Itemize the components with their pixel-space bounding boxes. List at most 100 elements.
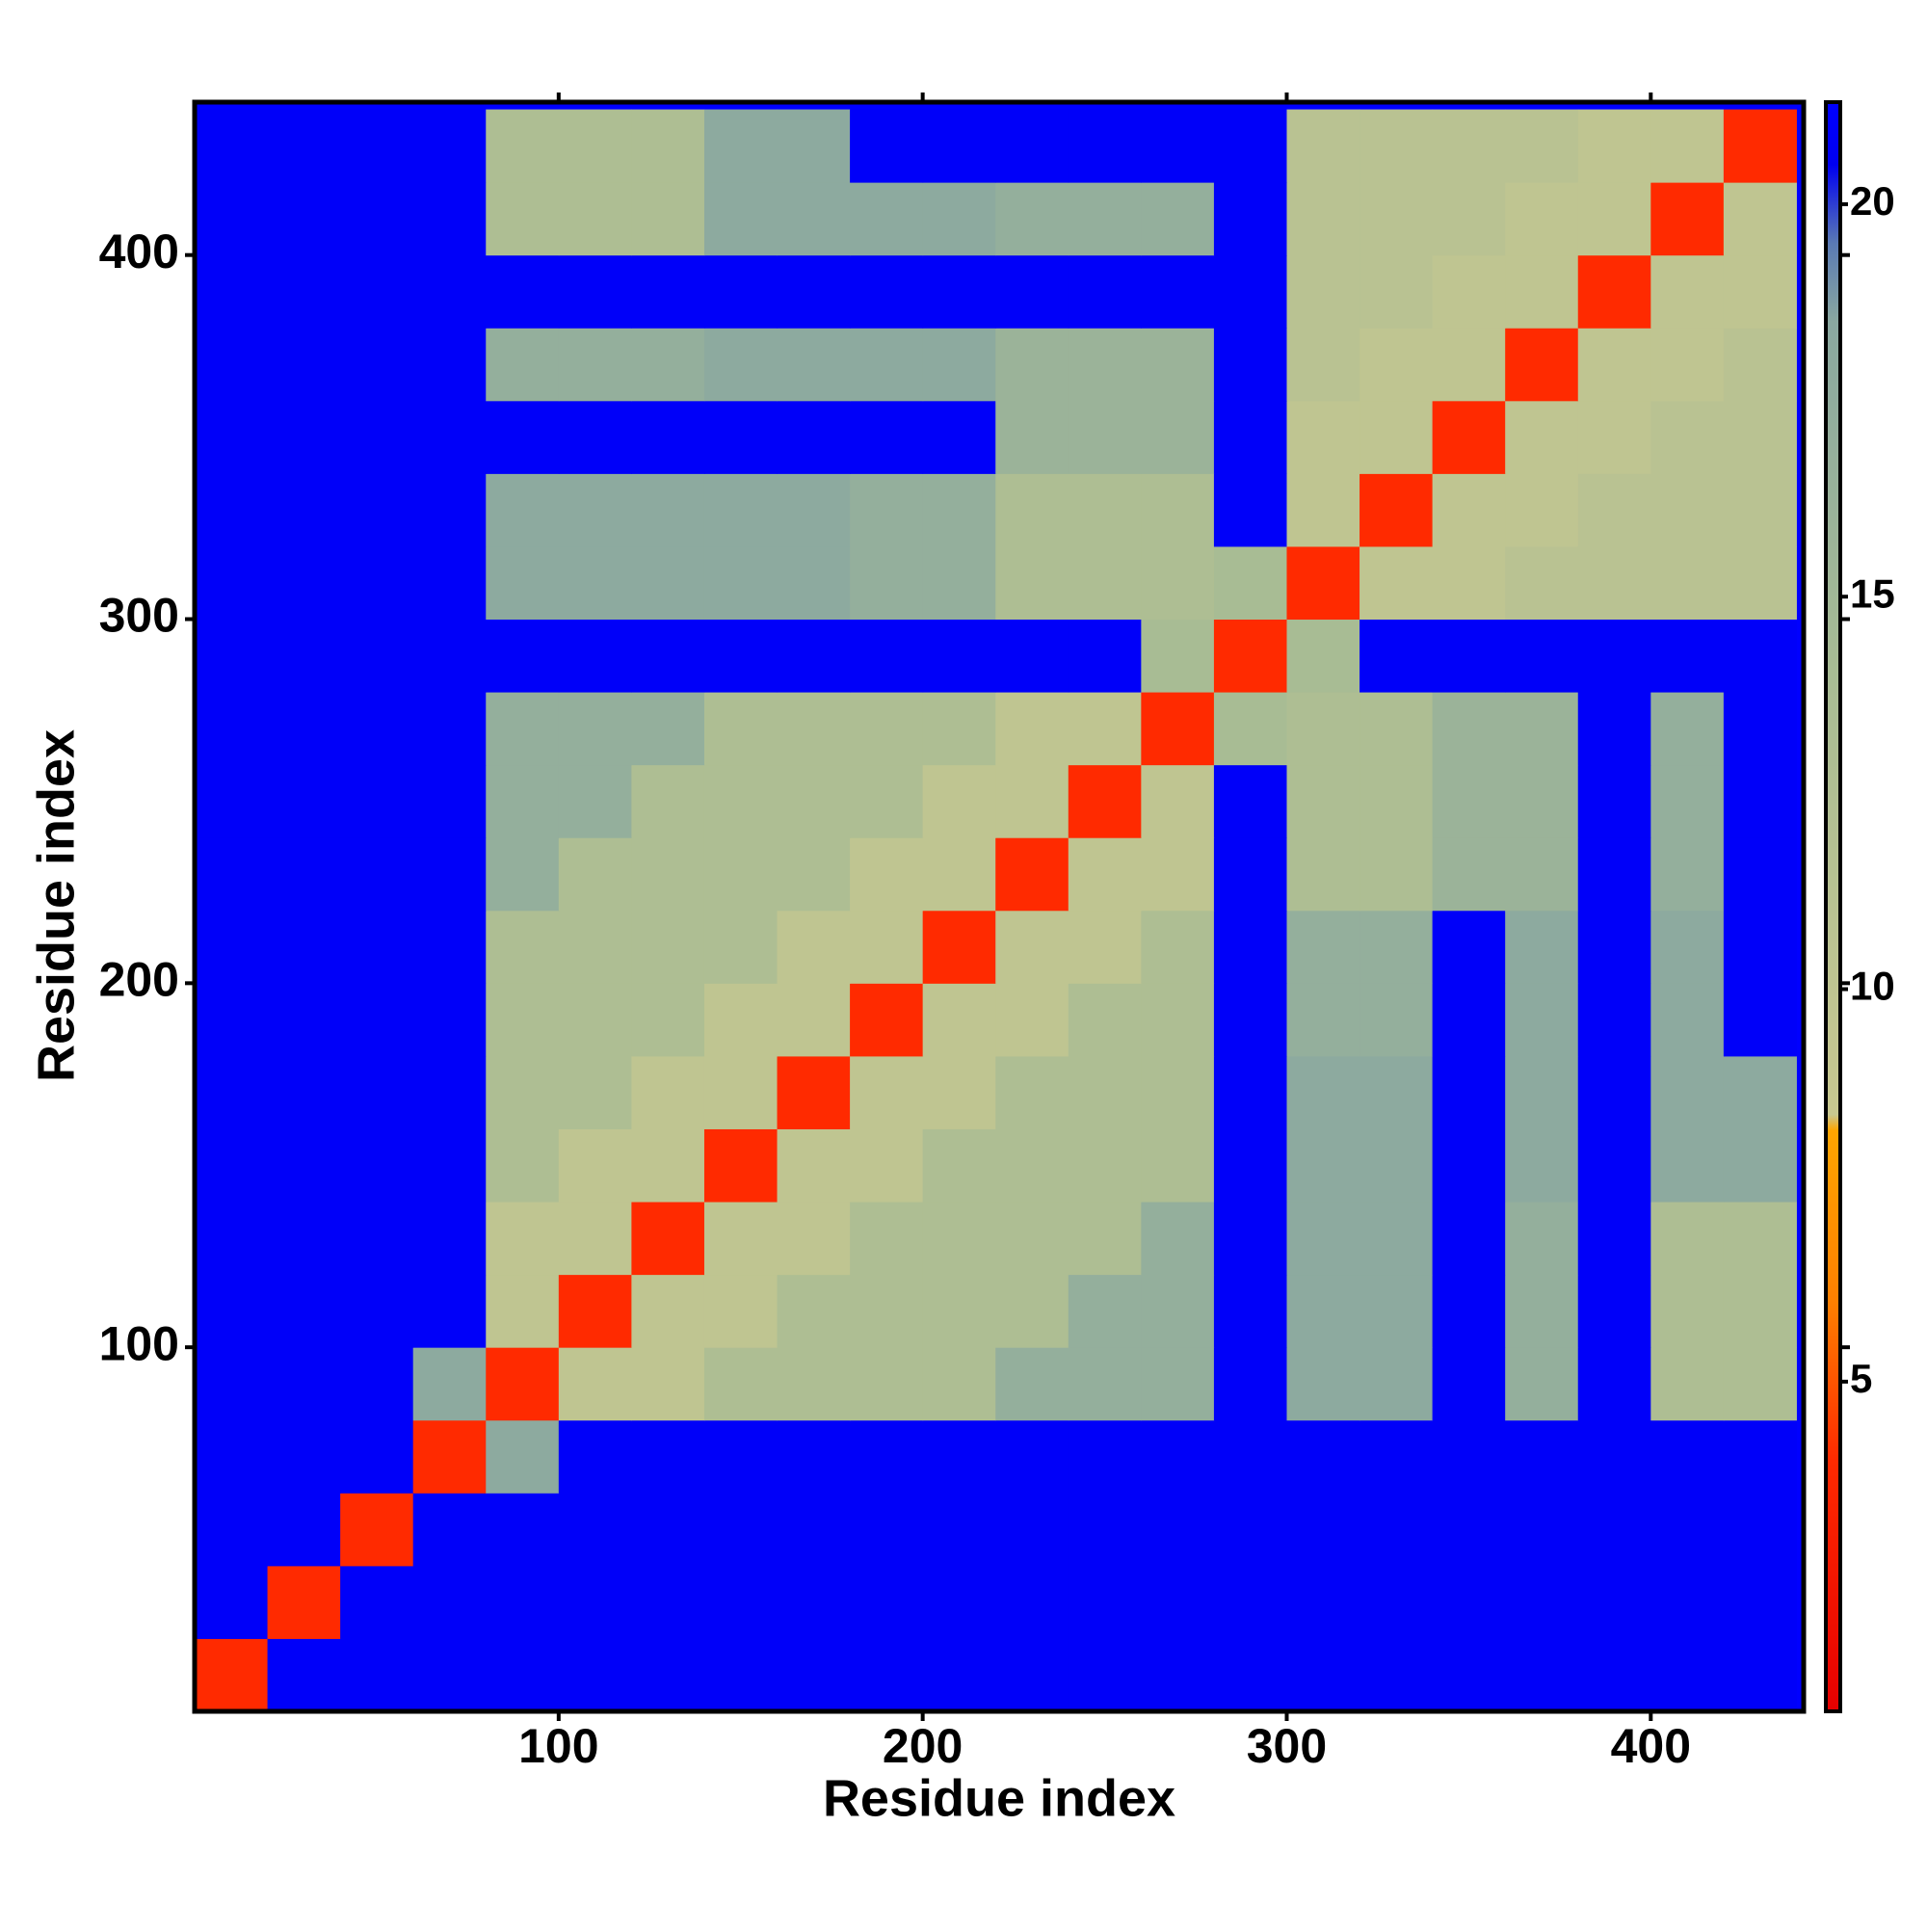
- heatmap-cell: [631, 1419, 705, 1494]
- heatmap-cell: [1213, 910, 1287, 984]
- heatmap-cell: [631, 1638, 705, 1712]
- heatmap-cell: [1141, 545, 1215, 621]
- heatmap-cell: [1213, 983, 1287, 1057]
- heatmap-cell: [850, 1565, 924, 1639]
- heatmap-cell: [340, 1493, 414, 1567]
- heatmap-cell: [1505, 1638, 1579, 1712]
- heatmap-cell: [995, 1128, 1069, 1203]
- heatmap-cell: [1359, 1493, 1434, 1567]
- heatmap-cell: [1068, 109, 1142, 183]
- heatmap-cell: [703, 1565, 779, 1639]
- heatmap-cell: [1068, 910, 1142, 984]
- heatmap-cell: [1286, 473, 1360, 547]
- heatmap-cell: [1505, 983, 1579, 1057]
- heatmap-cell: [850, 109, 924, 183]
- heatmap-cell: [1723, 1347, 1797, 1421]
- heatmap-cell: [1068, 1055, 1142, 1129]
- heatmap-cell: [1141, 1055, 1215, 1129]
- heatmap-cell: [1286, 1347, 1360, 1421]
- heatmap-cell: [1286, 619, 1360, 693]
- heatmap-cell: [1286, 837, 1360, 912]
- heatmap-cell: [995, 1347, 1069, 1421]
- heatmap-cell: [195, 1202, 269, 1276]
- heatmap-cell: [558, 473, 632, 547]
- heatmap-cell: [631, 545, 705, 621]
- heatmap-cell: [1141, 254, 1215, 329]
- heatmap-cell: [1650, 1493, 1725, 1567]
- heatmap-cell: [1359, 182, 1434, 256]
- heatmap-cell: [1286, 1493, 1360, 1567]
- heatmap-cell: [1359, 1419, 1434, 1494]
- heatmap-cell: [486, 545, 560, 621]
- heatmap-cell: [1505, 837, 1579, 912]
- heatmap-cell: [267, 1419, 341, 1494]
- heatmap-cell: [412, 400, 487, 474]
- colorbar-tick-label: 10: [1850, 964, 1895, 1009]
- heatmap-cell: [267, 400, 341, 474]
- heatmap-cell: [1213, 619, 1287, 693]
- heatmap-cell: [558, 109, 632, 183]
- heatmap-cell: [995, 473, 1069, 547]
- heatmap-cell: [412, 692, 487, 766]
- heatmap-cell: [412, 1128, 487, 1203]
- heatmap-cell: [1359, 254, 1434, 329]
- heatmap-cell: [486, 473, 560, 547]
- heatmap-cell: [850, 1419, 924, 1494]
- y-tick-label: 400: [99, 225, 179, 278]
- heatmap-cell: [631, 400, 705, 474]
- heatmap-cell: [486, 1347, 560, 1421]
- heatmap-cell: [1432, 1419, 1506, 1494]
- heatmap-cell: [1359, 1638, 1434, 1712]
- heatmap-cell: [1723, 764, 1797, 838]
- heatmap-cell: [340, 619, 414, 693]
- heatmap-cell: [777, 1493, 851, 1567]
- heatmap-cell: [1213, 1565, 1287, 1639]
- heatmap-cell: [195, 1638, 269, 1712]
- heatmap-cell: [1141, 1493, 1215, 1567]
- heatmap-cell: [340, 545, 414, 621]
- heatmap-cell: [412, 254, 487, 329]
- heatmap-cell: [1068, 254, 1142, 329]
- heatmap-cell: [1141, 1202, 1215, 1276]
- heatmap-cell: [922, 1274, 996, 1348]
- heatmap-cell: [1359, 1347, 1434, 1421]
- heatmap-cell: [1432, 1055, 1506, 1129]
- heatmap-cell: [267, 473, 341, 547]
- heatmap-cell: [195, 545, 269, 621]
- heatmap-cell: [631, 1565, 705, 1639]
- heatmap-cell: [558, 837, 632, 912]
- heatmap-cell: [558, 1202, 632, 1276]
- heatmap-cell: [995, 1565, 1069, 1639]
- heatmap-cell: [1068, 837, 1142, 912]
- heatmap-cell: [195, 328, 269, 402]
- heatmap-cell: [486, 328, 560, 402]
- heatmap-cell: [1213, 328, 1287, 402]
- heatmap-cell: [631, 1274, 705, 1348]
- heatmap-cell: [995, 1055, 1069, 1129]
- heatmap-cell: [995, 764, 1069, 838]
- heatmap-cell: [1286, 1202, 1360, 1276]
- heatmap-cell: [922, 692, 996, 766]
- heatmap-cell: [1068, 1419, 1142, 1494]
- heatmap-cell: [558, 764, 632, 838]
- heatmap-cell: [1723, 619, 1797, 693]
- heatmap-cell: [486, 910, 560, 984]
- heatmap-cell: [777, 1565, 851, 1639]
- axes: 100 200 300 400 100 200 300 400 5 10 15 20: [99, 93, 1895, 1773]
- heatmap-cell: [1650, 692, 1725, 766]
- heatmap-cell: [1432, 692, 1506, 766]
- heatmap-cell: [1650, 1128, 1725, 1203]
- heatmap-cell: [195, 1347, 269, 1421]
- heatmap-cell: [1432, 1565, 1506, 1639]
- heatmap-cell: [631, 619, 705, 693]
- heatmap-cell: [1141, 692, 1215, 766]
- heatmap-cell: [850, 182, 924, 256]
- heatmap-cell: [1577, 109, 1651, 183]
- heatmap-cell: [1432, 1128, 1506, 1203]
- heatmap-cell: [922, 1493, 996, 1567]
- heatmap-cell: [777, 545, 851, 621]
- heatmap-cell: [922, 1638, 996, 1712]
- heatmap-cell: [850, 619, 924, 693]
- heatmap-cell: [558, 692, 632, 766]
- heatmap-cell: [631, 328, 705, 402]
